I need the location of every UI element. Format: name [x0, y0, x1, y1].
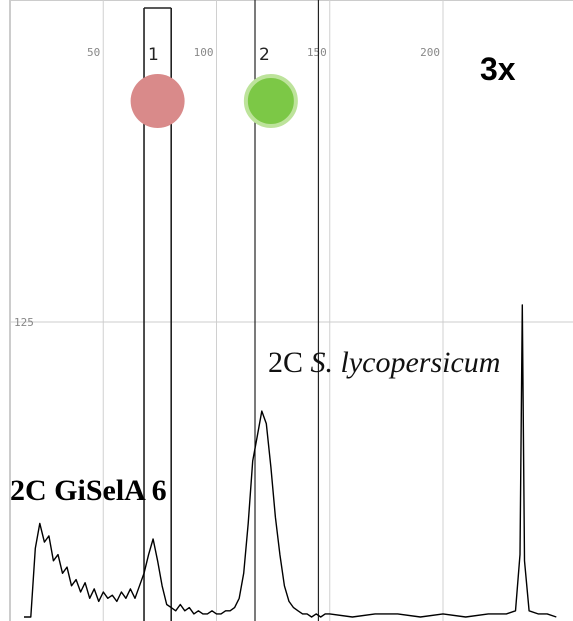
- gate-2-color-dot: [243, 74, 298, 128]
- series-layer: [24, 304, 557, 618]
- magnification-label: 3x: [480, 51, 516, 87]
- x-tick-label-50: 50: [87, 46, 100, 59]
- marker-layer: [130, 74, 298, 128]
- gate-1-label: 1: [148, 45, 159, 65]
- grid-layer: 50 100 150 200 125: [10, 0, 573, 621]
- x-tick-label-100: 100: [194, 46, 214, 59]
- histogram-trace-0: [24, 304, 557, 618]
- y-tick-label-125: 125: [14, 316, 34, 329]
- lycopersicum-peak-label: 2C S. lycopersicum: [268, 346, 500, 379]
- gate-1-color-dot: [130, 74, 185, 128]
- x-tick-label-150: 150: [307, 46, 327, 59]
- gate-2-label: 2: [259, 45, 270, 65]
- gisela-peak-label: 2C GiSelA 6: [10, 474, 167, 507]
- x-tick-label-200: 200: [420, 46, 440, 59]
